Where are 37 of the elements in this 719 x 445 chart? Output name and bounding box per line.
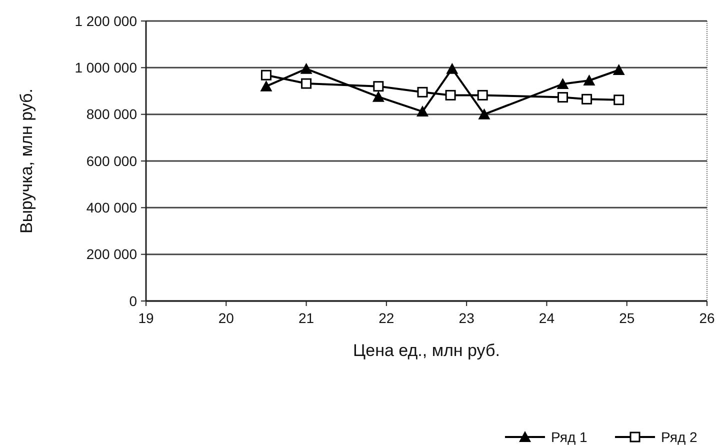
legend-label: Ряд 2	[661, 428, 698, 445]
point	[478, 108, 490, 120]
y-tick-label: 400 000	[86, 200, 138, 216]
y-axis-title: Выручка, млн руб.	[17, 88, 36, 234]
x-tick-label: 21	[298, 310, 314, 326]
point	[417, 86, 428, 98]
y-tick-label: 1 200 000	[74, 12, 138, 29]
point	[372, 90, 384, 102]
point	[614, 94, 624, 106]
x-tick-label: 25	[619, 310, 635, 326]
x-tick-label: 24	[538, 310, 555, 326]
legend-label: Ряд 1	[551, 428, 588, 445]
point	[416, 106, 428, 117]
point	[445, 90, 456, 100]
x-axis-title: Цена ед., млн руб.	[353, 341, 500, 360]
point	[301, 78, 312, 89]
point	[260, 80, 272, 92]
y-tick-label: 800 000	[86, 106, 138, 122]
point	[300, 62, 312, 74]
x-tick-label: 22	[378, 310, 394, 326]
x-tick-label: 20	[218, 310, 234, 326]
point	[446, 62, 458, 74]
x-tick-label: 19	[138, 310, 154, 326]
point	[260, 70, 272, 80]
point	[373, 81, 384, 92]
point	[583, 74, 596, 86]
y-tick-label: 200 000	[86, 246, 138, 262]
x-tick-label: 26	[699, 310, 715, 326]
point	[477, 90, 488, 100]
point	[582, 94, 592, 104]
y-tick-label: 0	[129, 292, 138, 309]
y-tick-label: 600 000	[86, 152, 138, 169]
x-tick-label: 23	[458, 310, 475, 326]
y-tick-label: 1 000 000	[74, 60, 138, 76]
point	[557, 92, 568, 103]
point	[556, 78, 569, 89]
point	[612, 64, 625, 75]
